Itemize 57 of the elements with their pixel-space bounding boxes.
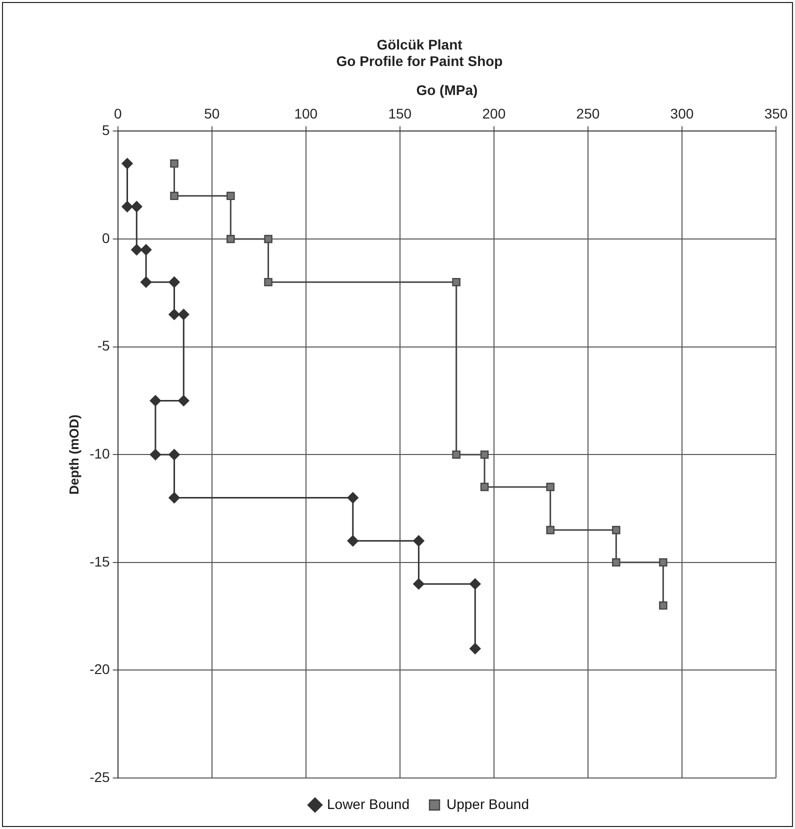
y-axis-title: Depth (mOD) (66, 414, 82, 495)
point (413, 535, 424, 546)
y-tick-label: -25 (90, 768, 110, 785)
point (150, 449, 162, 460)
legend-label: Lower Bound (326, 796, 410, 812)
point (168, 308, 180, 320)
point (347, 535, 358, 546)
point (131, 201, 142, 212)
point (452, 450, 460, 459)
point (178, 395, 190, 406)
point (168, 276, 180, 288)
point (122, 201, 133, 212)
point (131, 244, 142, 256)
x-tick-label: 0 (114, 106, 122, 122)
y-tick-label: 5 (102, 122, 110, 138)
point (452, 278, 460, 286)
point (122, 158, 133, 170)
point (659, 601, 668, 610)
point (170, 159, 178, 168)
x-tick-label: 200 (482, 106, 506, 122)
point (170, 192, 178, 200)
y-tick-label: -20 (90, 661, 110, 678)
x-tick-label: 150 (388, 106, 412, 122)
point (226, 192, 235, 200)
point (168, 449, 180, 460)
x-tick-label: 350 (764, 106, 788, 122)
point (470, 643, 481, 654)
point (470, 578, 481, 590)
point (480, 482, 489, 492)
point (264, 234, 272, 244)
point (226, 234, 235, 244)
point (168, 492, 180, 504)
x-tick-label: 100 (294, 106, 318, 122)
y-tick-label: -10 (90, 445, 110, 462)
chart-title: Gölcük Plant (376, 36, 463, 52)
legend-label: Upper Bound (446, 796, 530, 812)
point (178, 308, 190, 320)
point (659, 558, 668, 567)
x-tick-label: 300 (670, 106, 694, 122)
point (140, 276, 152, 288)
point (347, 492, 358, 504)
y-tick-label: -15 (90, 553, 110, 570)
x-axis-title: Go (MPa) (416, 82, 478, 98)
y-tick-label: -5 (97, 338, 110, 354)
point (546, 526, 554, 534)
point (612, 526, 620, 534)
point (612, 558, 620, 567)
y-tick-label: 0 (102, 230, 110, 246)
point (264, 278, 272, 286)
chart-subtitle: Go Profile for Paint Shop (336, 53, 503, 70)
point (150, 395, 162, 406)
point (480, 450, 489, 459)
point (413, 578, 424, 590)
x-tick-label: 250 (576, 106, 600, 122)
x-tick-label: 50 (204, 106, 220, 122)
point (140, 244, 152, 256)
point (546, 482, 554, 492)
